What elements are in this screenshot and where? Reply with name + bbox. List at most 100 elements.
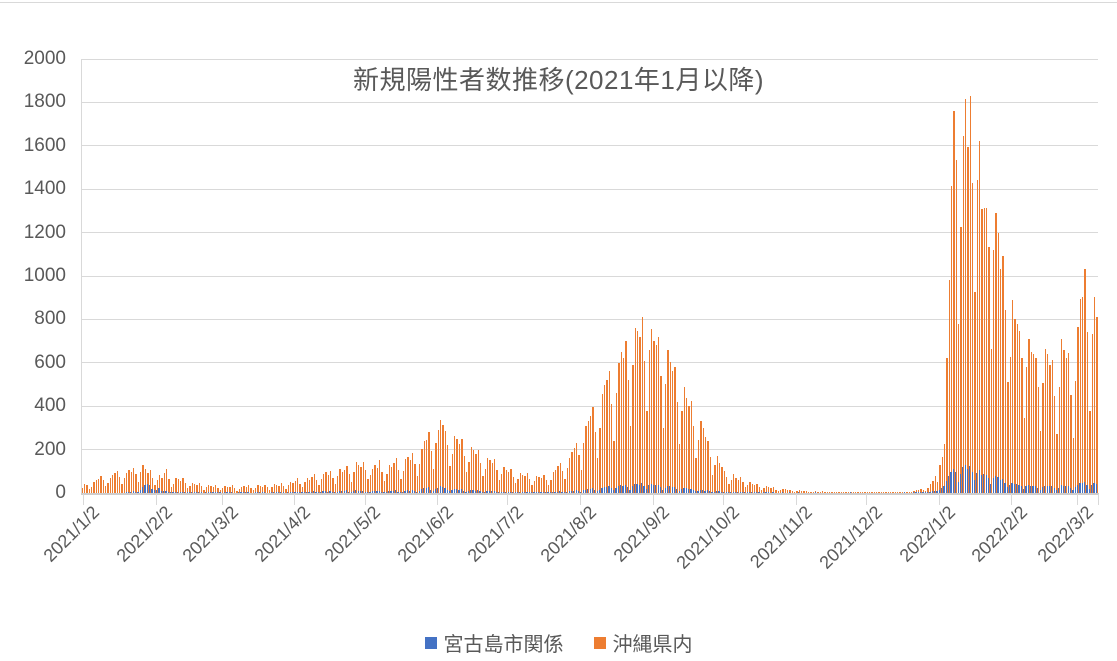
bar-miyakojima — [1062, 485, 1065, 493]
bar-miyakojima — [444, 488, 446, 493]
bar-miyakojima — [188, 492, 191, 493]
y-axis-label: 800 — [34, 308, 66, 330]
bar-miyakojima — [163, 491, 165, 493]
bar-miyakojima — [744, 492, 746, 493]
bar-okinawa — [257, 485, 259, 493]
bar-okinawa — [615, 393, 618, 493]
bar-miyakojima — [1041, 487, 1044, 493]
bar-okinawa — [266, 487, 269, 493]
bar-miyakojima — [315, 492, 317, 493]
bar-okinawa — [418, 464, 421, 493]
x-axis-tick — [83, 494, 85, 505]
bar-okinawa — [566, 468, 568, 493]
bar-miyakojima — [341, 491, 343, 493]
bar-miyakojima — [158, 488, 160, 493]
bar-okinawa — [437, 429, 440, 493]
x-axis-tick — [938, 494, 940, 505]
bar-miyakojima — [952, 469, 954, 493]
bar-miyakojima — [659, 487, 662, 493]
bar-okinawa — [158, 475, 161, 493]
bar-okinawa — [280, 483, 283, 493]
bar-okinawa — [533, 480, 536, 493]
bar-okinawa — [215, 485, 217, 493]
bar-miyakojima — [938, 489, 940, 493]
bar-okinawa — [636, 331, 639, 493]
bar-okinawa — [728, 484, 730, 493]
bar-okinawa — [578, 455, 580, 493]
bar-miyakojima — [934, 490, 936, 493]
bar-miyakojima — [420, 489, 423, 493]
bar-miyakojima — [535, 492, 537, 493]
bar-okinawa — [650, 329, 653, 493]
bar-miyakojima — [132, 491, 134, 493]
bar-okinawa — [929, 484, 932, 493]
gridline — [81, 449, 1098, 451]
bar-miyakojima — [1081, 483, 1083, 493]
bar-miyakojima — [364, 491, 366, 493]
bar-miyakojima — [1027, 485, 1029, 493]
legend-item-miyakojima[interactable]: 宮古島市関係 — [424, 628, 564, 657]
bar-miyakojima — [718, 491, 720, 493]
bar-miyakojima — [917, 492, 919, 493]
bar-miyakojima — [568, 491, 570, 493]
bar-miyakojima — [648, 485, 650, 493]
bar-miyakojima — [385, 491, 387, 493]
bar-okinawa — [807, 491, 810, 493]
bar-okinawa — [969, 96, 971, 493]
bar-okinawa — [655, 345, 657, 493]
bar-okinawa — [540, 477, 543, 493]
legend: 宮古島市関係 沖縄県内 — [0, 628, 1117, 657]
bar-okinawa — [976, 179, 979, 493]
x-axis-label: 2021/9/2 — [609, 502, 673, 566]
bar-miyakojima — [1018, 484, 1020, 493]
bar-okinawa — [168, 478, 170, 493]
bar-miyakojima — [291, 492, 294, 493]
bar-okinawa — [510, 468, 512, 493]
bar-okinawa — [889, 492, 892, 493]
bar-okinawa — [786, 489, 789, 493]
bar-miyakojima — [566, 491, 568, 493]
bar-okinawa — [861, 492, 864, 493]
x-axis-label: 2022/3/2 — [1033, 502, 1098, 566]
bar-okinawa — [1007, 381, 1009, 493]
bar-okinawa — [1061, 339, 1063, 493]
bar-okinawa — [629, 425, 632, 493]
bar-miyakojima — [498, 492, 500, 493]
bar-miyakojima — [406, 490, 408, 493]
bar-miyakojima — [966, 468, 969, 493]
bar-miyakojima — [505, 491, 507, 493]
bar-okinawa — [383, 481, 386, 493]
bar-miyakojima — [198, 492, 200, 493]
bar-okinawa — [1000, 269, 1002, 493]
bar-miyakojima — [671, 486, 673, 493]
bar-miyakojima — [753, 492, 755, 493]
bar-miyakojima — [277, 492, 280, 493]
x-axis-tick — [221, 494, 223, 505]
bar-okinawa — [934, 476, 936, 493]
bar-okinawa — [950, 186, 953, 493]
bar-okinawa — [590, 415, 592, 493]
bar-okinawa — [829, 492, 831, 493]
bar-miyakojima — [287, 492, 289, 493]
bar-okinawa — [1016, 323, 1018, 493]
bar-miyakojima — [573, 490, 575, 493]
bar-okinawa — [690, 400, 693, 493]
bar-okinawa — [135, 474, 137, 493]
bar-okinawa — [702, 428, 704, 493]
bar-okinawa — [1021, 357, 1023, 493]
bar-miyakojima — [334, 492, 336, 493]
bar-okinawa — [308, 479, 311, 493]
bar-okinawa — [805, 490, 807, 493]
bar-okinawa — [374, 465, 376, 493]
bar-okinawa — [161, 477, 163, 493]
legend-item-okinawa[interactable]: 沖縄県内 — [593, 628, 693, 657]
bar-okinawa — [730, 479, 732, 493]
bar-okinawa — [130, 472, 133, 493]
bar-okinawa — [625, 341, 627, 493]
bar-miyakojima — [170, 492, 172, 493]
bar-okinawa — [833, 492, 836, 493]
bar-okinawa — [482, 476, 484, 493]
bar-miyakojima — [299, 492, 301, 493]
bar-miyakojima — [329, 491, 331, 493]
legend-label-okinawa: 沖縄県内 — [612, 634, 693, 656]
